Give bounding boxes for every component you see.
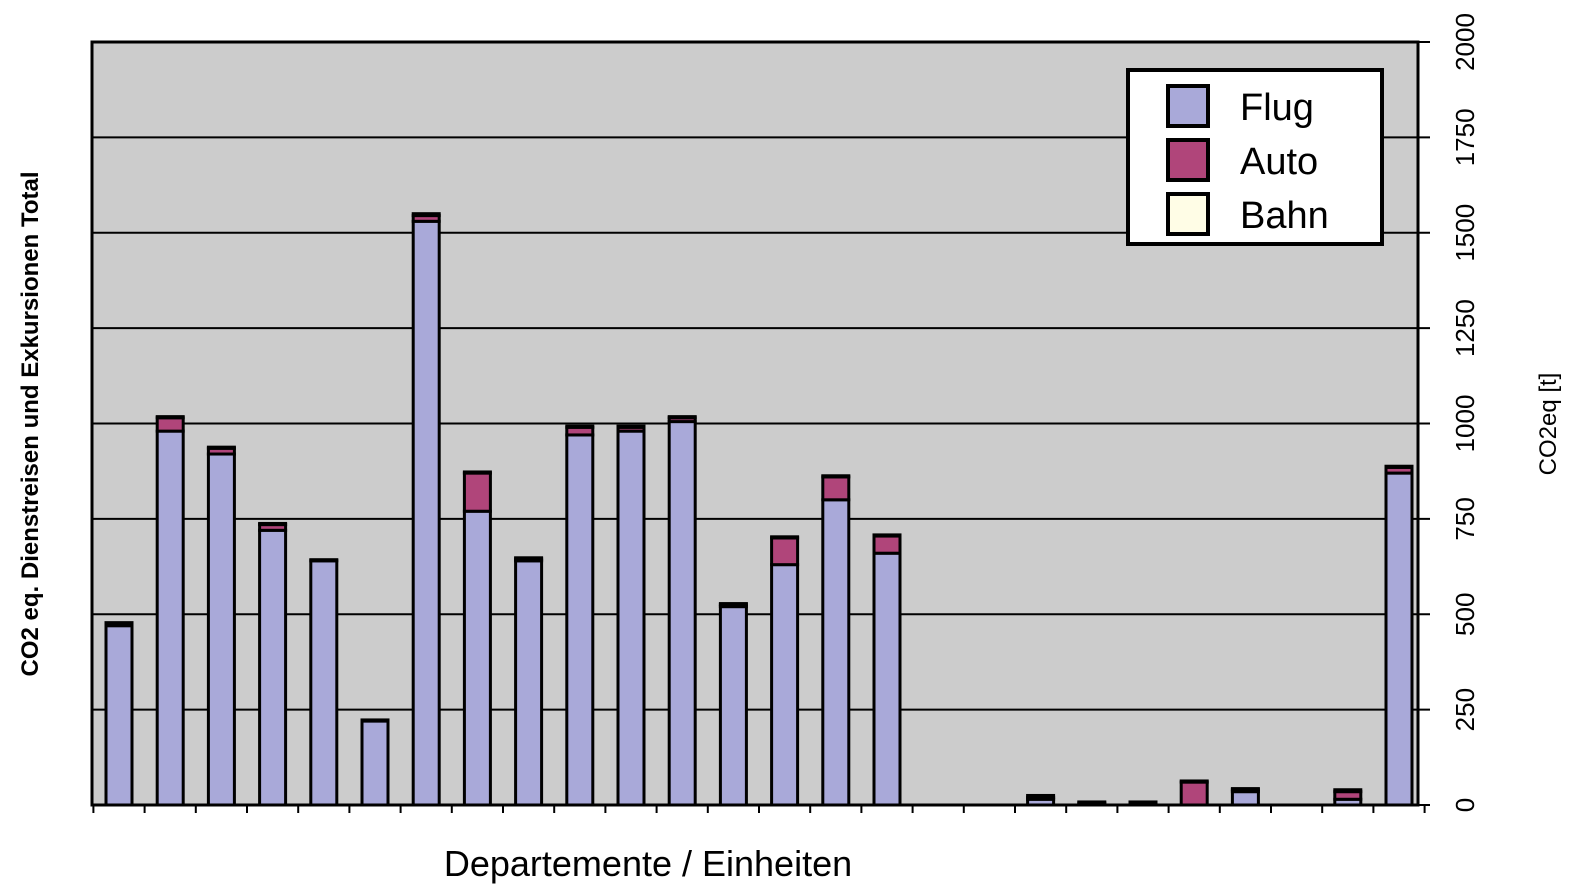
bar-stack xyxy=(360,718,390,807)
bar-segment-bahn xyxy=(411,212,441,218)
bar-stack xyxy=(821,474,851,807)
bar-stack xyxy=(565,424,595,807)
bar-segment-flug xyxy=(514,559,544,807)
bar-stack xyxy=(514,556,544,807)
bar-segment-bahn xyxy=(616,424,646,429)
y-tick-label: 1000 xyxy=(1450,395,1480,453)
bar-stack xyxy=(1384,464,1414,807)
legend-swatch-auto xyxy=(1166,138,1210,182)
bar-segment-flug xyxy=(872,551,902,807)
legend: Flug Auto Bahn xyxy=(1126,68,1384,246)
y-tick-label: 2000 xyxy=(1450,13,1480,71)
bar-segment-flug xyxy=(718,605,748,807)
y-tick-label: 1500 xyxy=(1450,204,1480,262)
bar-segment-auto xyxy=(462,471,492,513)
x-ticks xyxy=(92,805,1426,813)
bar-segment-auto xyxy=(155,416,185,433)
bar-segment-flug xyxy=(565,433,595,807)
bar-segment-flug xyxy=(104,624,134,807)
bar-segment-bahn xyxy=(872,533,902,538)
bar-stack xyxy=(770,535,800,807)
bar-segment-bahn xyxy=(667,415,697,420)
bar-stack xyxy=(872,533,902,807)
legend-label-auto: Auto xyxy=(1240,141,1318,183)
bar-stack xyxy=(718,602,748,807)
bar-segment-bahn xyxy=(1179,779,1209,784)
bar-segment-flug xyxy=(616,429,646,807)
bar-segment-bahn xyxy=(360,718,390,723)
bar-stack xyxy=(411,212,441,807)
bar-segment-flug xyxy=(411,219,441,807)
bar-stack xyxy=(206,445,236,807)
y-tick-label: 0 xyxy=(1450,798,1480,812)
legend-label-bahn: Bahn xyxy=(1240,195,1329,237)
bar-segment-auto xyxy=(872,534,902,555)
bar-stack xyxy=(309,558,339,807)
bars xyxy=(104,212,1414,807)
bar-stack xyxy=(462,470,492,807)
bar-segment-bahn xyxy=(1026,793,1056,799)
y-axis-label-right: CO2eq [t] xyxy=(1535,373,1562,476)
bar-stack xyxy=(667,415,697,807)
x-axis-label: Departemente / Einheiten xyxy=(444,843,852,884)
bar-segment-bahn xyxy=(155,415,185,420)
bar-segment-bahn xyxy=(309,558,339,563)
bar-stack xyxy=(1333,788,1363,807)
bar-segment-bahn xyxy=(462,470,492,475)
bar-segment-bahn xyxy=(770,535,800,540)
bar-segment-bahn xyxy=(718,602,748,607)
y-ticks: 0 250 500 750 1000 1250 1500 1750 2000 xyxy=(1418,13,1480,812)
bar-segment-bahn xyxy=(104,621,134,626)
bar-segment-flug xyxy=(155,429,185,807)
bar-segment-bahn xyxy=(565,424,595,429)
bar-stack xyxy=(258,521,288,807)
bar-segment-flug xyxy=(206,452,236,807)
bar-segment-auto xyxy=(770,536,800,567)
legend-swatch-bahn xyxy=(1166,192,1210,236)
bar-segment-bahn xyxy=(1333,788,1363,794)
bar-stack xyxy=(104,621,134,807)
bar-segment-bahn xyxy=(258,521,288,527)
bar-segment-bahn xyxy=(1230,787,1260,792)
bar-segment-flug xyxy=(360,719,390,807)
bar-segment-bahn xyxy=(1128,800,1158,805)
bar-segment-flug xyxy=(667,420,697,807)
bar-segment-bahn xyxy=(821,474,851,479)
bar-segment-flug xyxy=(309,559,339,807)
bar-segment-flug xyxy=(1384,471,1414,807)
bar-stack xyxy=(155,415,185,807)
y-tick-label: 1250 xyxy=(1450,299,1480,357)
bar-segment-bahn xyxy=(1384,464,1414,469)
bar-stack xyxy=(1230,787,1260,807)
bar-segment-auto xyxy=(1179,780,1209,807)
bar-segment-bahn xyxy=(514,556,544,561)
bar-segment-flug xyxy=(821,498,851,807)
bar-segment-flug xyxy=(770,563,800,807)
y-tick-label: 750 xyxy=(1450,497,1480,540)
bar-stack xyxy=(1026,793,1056,807)
bar-stack xyxy=(616,424,646,807)
bar-segment-bahn xyxy=(206,445,236,450)
legend-swatch-flug xyxy=(1166,84,1210,128)
bar-segment-bahn xyxy=(1077,800,1107,805)
bar-segment-flug xyxy=(258,528,288,807)
bar-stack xyxy=(1179,779,1209,807)
y-tick-label: 500 xyxy=(1450,593,1480,636)
y-tick-label: 1750 xyxy=(1450,108,1480,166)
bar-segment-flug xyxy=(462,509,492,807)
y-axis-label-left: CO2 eq. Dienstreisen und Exkursionen Tot… xyxy=(17,172,44,677)
y-tick-label: 250 xyxy=(1450,688,1480,731)
bar-segment-flug xyxy=(1230,790,1260,807)
bar-segment-auto xyxy=(821,475,851,502)
legend-label-flug: Flug xyxy=(1240,87,1314,129)
